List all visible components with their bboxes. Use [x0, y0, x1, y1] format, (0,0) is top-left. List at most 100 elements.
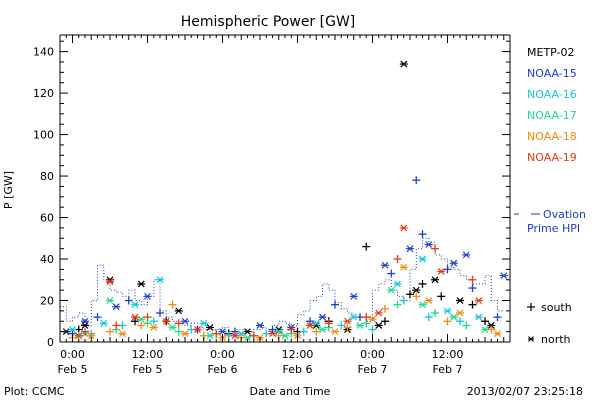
north-marker-d2 — [81, 317, 89, 325]
south-marker — [381, 317, 389, 326]
north-marker-d2 — [175, 307, 183, 315]
ovation-legend-label-2: Prime HPI — [527, 222, 580, 235]
north-marker-d2 — [331, 328, 339, 336]
north-marker-d2 — [487, 321, 495, 329]
x-axis-label: Date and Time — [250, 385, 331, 398]
south-marker — [324, 319, 333, 328]
south-marker — [437, 292, 446, 301]
south-marker — [406, 290, 414, 299]
y-tick-label: 0 — [47, 336, 54, 349]
south-marker — [168, 300, 177, 309]
north-marker — [137, 280, 146, 288]
plot-credit: Plot: CCMC — [4, 385, 65, 398]
north-marker-d2 — [494, 330, 501, 338]
legend-marker-label: north — [541, 333, 571, 346]
y-tick-label: 20 — [40, 295, 54, 308]
north-marker-d2 — [106, 297, 114, 304]
north-marker-d2 — [106, 278, 114, 286]
north-marker-d2 — [62, 328, 70, 336]
y-axis-label: P [GW] — [2, 171, 15, 209]
legend-series-label: METP-02 — [527, 46, 575, 59]
north-marker — [306, 321, 314, 329]
north-marker — [406, 245, 414, 253]
north-marker — [493, 330, 502, 338]
legend-series-label: NOAA-17 — [527, 109, 577, 122]
north-marker-d2 — [350, 313, 358, 321]
south-marker — [468, 275, 477, 284]
south-marker — [212, 329, 221, 338]
chart-marks — [60, 60, 508, 342]
north-marker-d2 — [231, 332, 239, 340]
south-marker — [156, 308, 164, 317]
north-marker-d2 — [181, 317, 189, 325]
north-marker — [443, 307, 452, 315]
north-marker — [449, 259, 458, 267]
north-marker-d2 — [319, 326, 326, 333]
x-tick-label-date: Feb 7 — [358, 363, 388, 376]
south-marker — [174, 319, 183, 328]
x-tick-label-date: Feb 5 — [58, 363, 88, 376]
south-marker — [418, 279, 427, 288]
north-marker-d2 — [244, 328, 251, 336]
north-marker-d2 — [194, 326, 201, 333]
south-marker — [337, 321, 346, 330]
north-marker — [74, 332, 83, 340]
south-marker — [368, 325, 377, 334]
south-marker — [399, 296, 408, 305]
north-marker — [412, 286, 421, 294]
north-marker — [312, 319, 321, 327]
south-marker — [443, 265, 452, 274]
y-tick-label: 40 — [40, 253, 54, 266]
north-marker — [112, 303, 121, 311]
north-marker-d2 — [75, 332, 83, 340]
north-marker — [399, 263, 408, 271]
south-marker — [468, 300, 477, 309]
x-tick-label-time: 0:00 — [60, 348, 85, 361]
y-tick-label: 60 — [40, 212, 54, 225]
north-marker — [181, 317, 189, 325]
legend-series-label: NOAA-16 — [527, 88, 577, 101]
north-marker — [381, 261, 389, 269]
north-marker — [106, 278, 114, 286]
south-marker — [393, 255, 402, 264]
north-marker — [499, 272, 508, 280]
legend-series-label: NOAA-15 — [527, 67, 577, 80]
north-marker — [437, 268, 446, 275]
south-marker — [106, 327, 114, 336]
north-marker — [343, 317, 352, 325]
north-marker-d2 — [431, 276, 439, 284]
north-marker-d2 — [356, 321, 364, 329]
south-marker — [493, 313, 502, 322]
south-marker — [343, 323, 352, 332]
north-marker — [174, 307, 183, 315]
north-marker — [181, 330, 189, 338]
north-marker-d2 — [375, 321, 383, 329]
chart-legend: METP-02 NOAA-15 NOAA-16 NOAA-17 NOAA-18 NOAA-… — [514, 46, 586, 346]
north-marker-d2 — [394, 280, 401, 288]
north-marker — [231, 332, 239, 340]
south-marker — [299, 327, 308, 336]
north-marker-d2 — [450, 313, 458, 321]
south-marker — [481, 317, 489, 326]
north-marker-d2 — [475, 297, 483, 304]
north-marker — [131, 313, 139, 321]
south-marker — [137, 321, 146, 330]
south-marker — [431, 308, 439, 317]
north-marker-d2 — [144, 292, 151, 300]
north-marker-d2 — [400, 60, 408, 68]
south-marker — [93, 313, 102, 322]
north-marker-d2 — [119, 330, 126, 338]
south-marker — [381, 304, 389, 313]
north-marker — [474, 297, 483, 304]
x-tick-label-date: Feb 6 — [283, 363, 313, 376]
north-marker-d2 — [456, 309, 464, 317]
north-marker-d2 — [306, 321, 314, 329]
north-marker-d2 — [350, 292, 358, 300]
legend-north-d2 — [528, 336, 534, 342]
south-marker — [268, 325, 277, 334]
y-tick-label: 80 — [40, 170, 54, 183]
y-tick-label: 120 — [33, 87, 54, 100]
north-marker — [424, 297, 433, 304]
legend-marker-label: south — [541, 301, 572, 314]
ovation-line — [60, 237, 504, 333]
